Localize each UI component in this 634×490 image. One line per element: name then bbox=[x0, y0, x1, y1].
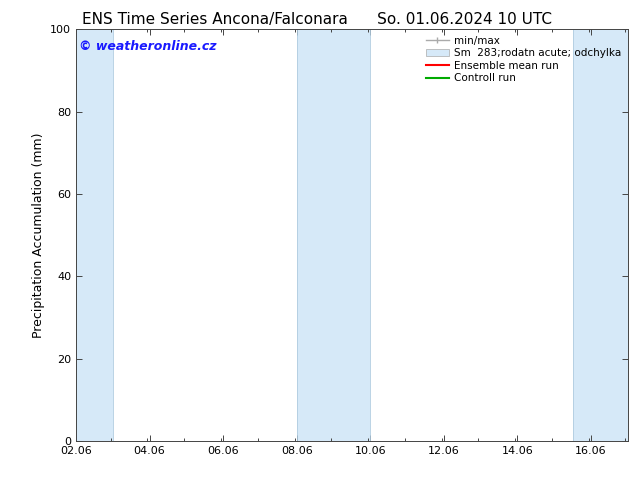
Legend: min/max, Sm  283;rodatn acute; odchylka, Ensemble mean run, Controll run: min/max, Sm 283;rodatn acute; odchylka, … bbox=[422, 31, 626, 88]
Bar bbox=[297, 29, 370, 441]
Y-axis label: Precipitation Accumulation (mm): Precipitation Accumulation (mm) bbox=[32, 132, 44, 338]
Bar bbox=[573, 29, 628, 441]
Text: © weatheronline.cz: © weatheronline.cz bbox=[79, 40, 216, 53]
Bar bbox=[76, 29, 113, 441]
Text: ENS Time Series Ancona/Falconara      So. 01.06.2024 10 UTC: ENS Time Series Ancona/Falconara So. 01.… bbox=[82, 12, 552, 27]
